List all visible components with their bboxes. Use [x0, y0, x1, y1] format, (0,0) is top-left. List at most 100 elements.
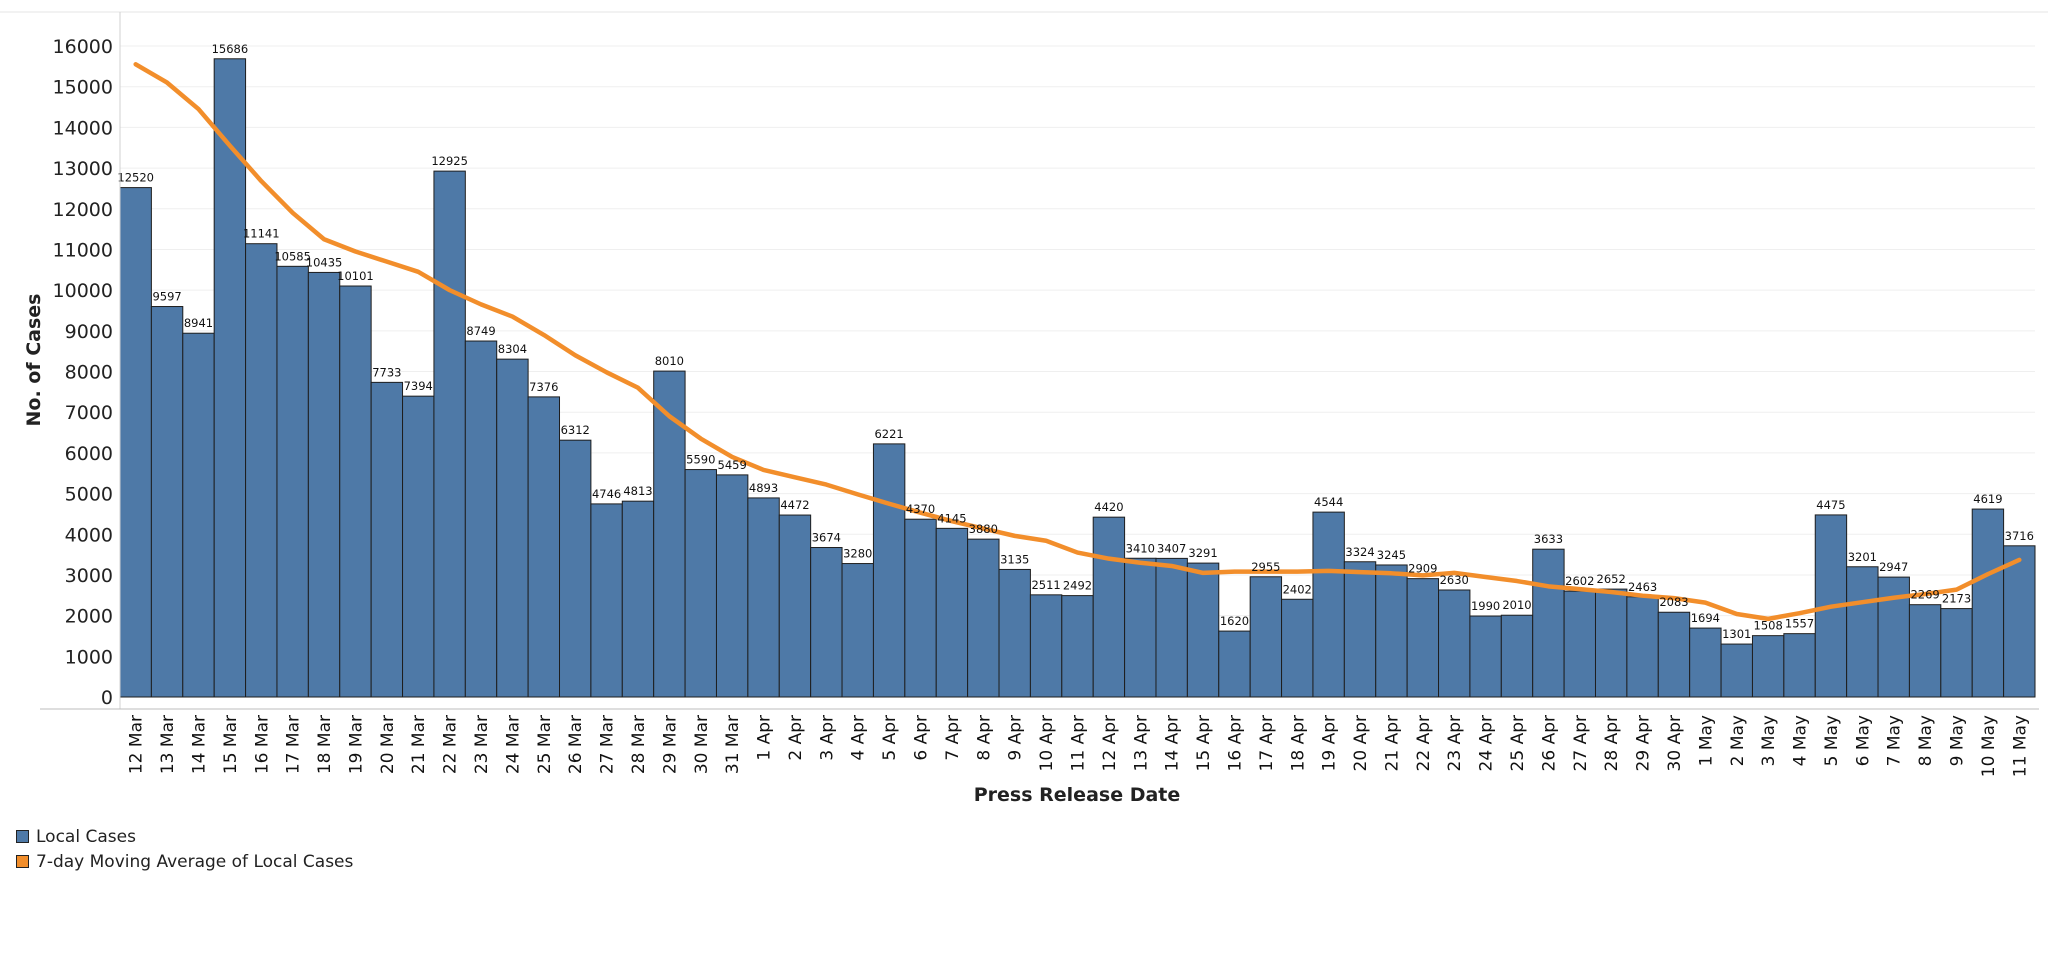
bar — [1689, 627, 1722, 698]
bar-data-label: 7394 — [404, 379, 433, 393]
x-tick-label: 6 May — [1853, 715, 1873, 766]
y-tick-label: 7000 — [65, 402, 113, 424]
x-tick-label: 28 Apr — [1602, 715, 1622, 771]
bar — [276, 265, 309, 698]
bar — [182, 332, 215, 698]
bar — [1626, 596, 1659, 698]
x-tick-label: 11 May — [2010, 715, 2030, 777]
bar-data-label: 4746 — [592, 487, 621, 501]
moving-average-line — [133, 62, 2022, 622]
x-tick-label: 15 Apr — [1194, 715, 1214, 771]
x-tick-label: 4 May — [1791, 715, 1811, 766]
bar-data-label: 4813 — [623, 484, 652, 498]
y-tick-label: 10000 — [53, 280, 113, 302]
bar — [1092, 516, 1126, 698]
bar — [464, 340, 498, 698]
bar — [2003, 545, 2036, 698]
bar — [747, 497, 780, 698]
legend: Local Cases 7-day Moving Average of Loca… — [16, 824, 353, 874]
bar-data-label: 10101 — [337, 269, 374, 283]
bar — [1029, 594, 1063, 698]
x-tick-label: 13 Apr — [1131, 715, 1151, 771]
bar — [119, 187, 152, 698]
bar-data-label: 8304 — [498, 342, 527, 356]
x-tick-label: 16 Apr — [1225, 715, 1245, 771]
x-tick-label: 7 May — [1885, 715, 1905, 766]
y-tick-label: 1000 — [65, 646, 113, 668]
bar-data-label: 1557 — [1785, 617, 1814, 631]
bar — [1155, 557, 1188, 698]
y-tick-label: 16000 — [53, 36, 113, 58]
x-tick-label: 19 Mar — [346, 715, 366, 774]
y-tick-label: 9000 — [65, 321, 113, 343]
bar — [150, 306, 184, 698]
bar — [1563, 590, 1596, 698]
bar-data-label: 3291 — [1188, 546, 1217, 560]
bars — [119, 58, 2036, 698]
x-tick-label: 25 Mar — [535, 715, 555, 774]
bar — [1469, 615, 1502, 698]
x-tick-label: 10 May — [1979, 715, 1999, 777]
x-tick-label: 3 May — [1759, 715, 1779, 766]
bar-data-label: 1620 — [1220, 614, 1249, 628]
bar-data-label: 7376 — [529, 380, 558, 394]
bar-data-label: 6221 — [874, 427, 903, 441]
bar — [967, 538, 1000, 698]
x-tick-label: 14 Apr — [1163, 715, 1183, 771]
bar-data-label: 7733 — [372, 365, 401, 379]
bar-data-label: 11141 — [243, 227, 280, 241]
x-tick-label: 18 Mar — [315, 715, 335, 774]
moving-average-polyline — [133, 62, 2022, 622]
bar-data-label: 2269 — [1910, 588, 1939, 602]
bar — [1375, 564, 1408, 698]
bar-data-label: 1990 — [1471, 599, 1500, 613]
x-tick-label: 27 Apr — [1571, 715, 1591, 771]
y-axis: 0 1000 2000 3000 4000 5000 6000 7000 8000 9000 100… — [53, 12, 121, 709]
x-axis: 12 Mar 13 Mar 14 Mar 15 Mar 16 Mar 17 Mar 18 M… — [40, 708, 2039, 777]
bar-data-label: 10585 — [274, 249, 311, 263]
bar-data-label: 9597 — [152, 290, 181, 304]
x-tick-label: 5 Apr — [880, 715, 900, 761]
bar-data-label: 4145 — [937, 511, 966, 525]
x-tick-label: 8 May — [1916, 715, 1936, 766]
x-tick-label: 17 Apr — [1257, 715, 1277, 771]
bar — [684, 469, 717, 698]
bar — [1406, 578, 1440, 698]
bar-data-label: 3135 — [1000, 552, 1029, 566]
bar-data-label: 3407 — [1157, 541, 1186, 555]
x-tick-label: 16 Mar — [252, 715, 272, 774]
bar-data-label: 3410 — [1126, 541, 1155, 555]
y-tick-label: 5000 — [65, 484, 113, 506]
y-tick-label: 2000 — [65, 606, 113, 628]
x-tick-label: 10 Apr — [1037, 715, 1057, 771]
bar — [810, 547, 843, 698]
x-axis-title: Press Release Date — [974, 784, 1181, 806]
bar — [1971, 508, 2005, 698]
x-tick-label: 1 May — [1696, 715, 1716, 766]
bar — [1186, 562, 1220, 698]
legend-label-moving-average: 7-day Moving Average of Local Cases — [36, 851, 354, 872]
bar-data-label: 8941 — [184, 316, 213, 330]
y-tick-label: 13000 — [53, 158, 113, 180]
bar — [402, 395, 435, 698]
bar — [621, 500, 655, 698]
bar-data-label: 2010 — [1502, 598, 1531, 612]
bar-data-label: 2652 — [1597, 572, 1626, 586]
y-tick-label: 14000 — [53, 117, 113, 139]
x-tick-label: 22 Mar — [441, 715, 461, 774]
bar-data-label: 4420 — [1094, 500, 1123, 514]
y-tick-label: 12000 — [53, 199, 113, 221]
x-tick-label: 31 Mar — [723, 715, 743, 774]
bar-data-label: 4893 — [749, 481, 778, 495]
bar-data-label: 2402 — [1283, 582, 1312, 596]
bar-data-label: 2955 — [1251, 560, 1280, 574]
bar-data-label: 5590 — [686, 453, 715, 467]
bar — [841, 563, 874, 698]
x-tick-label: 2 Apr — [786, 715, 806, 761]
x-tick-label: 6 Apr — [912, 715, 932, 761]
bar — [1532, 548, 1565, 698]
bar-data-label: 4472 — [780, 498, 809, 512]
x-tick-label: 26 Mar — [566, 715, 586, 774]
bar — [1940, 608, 1973, 698]
x-tick-label: 1 Apr — [755, 715, 775, 761]
